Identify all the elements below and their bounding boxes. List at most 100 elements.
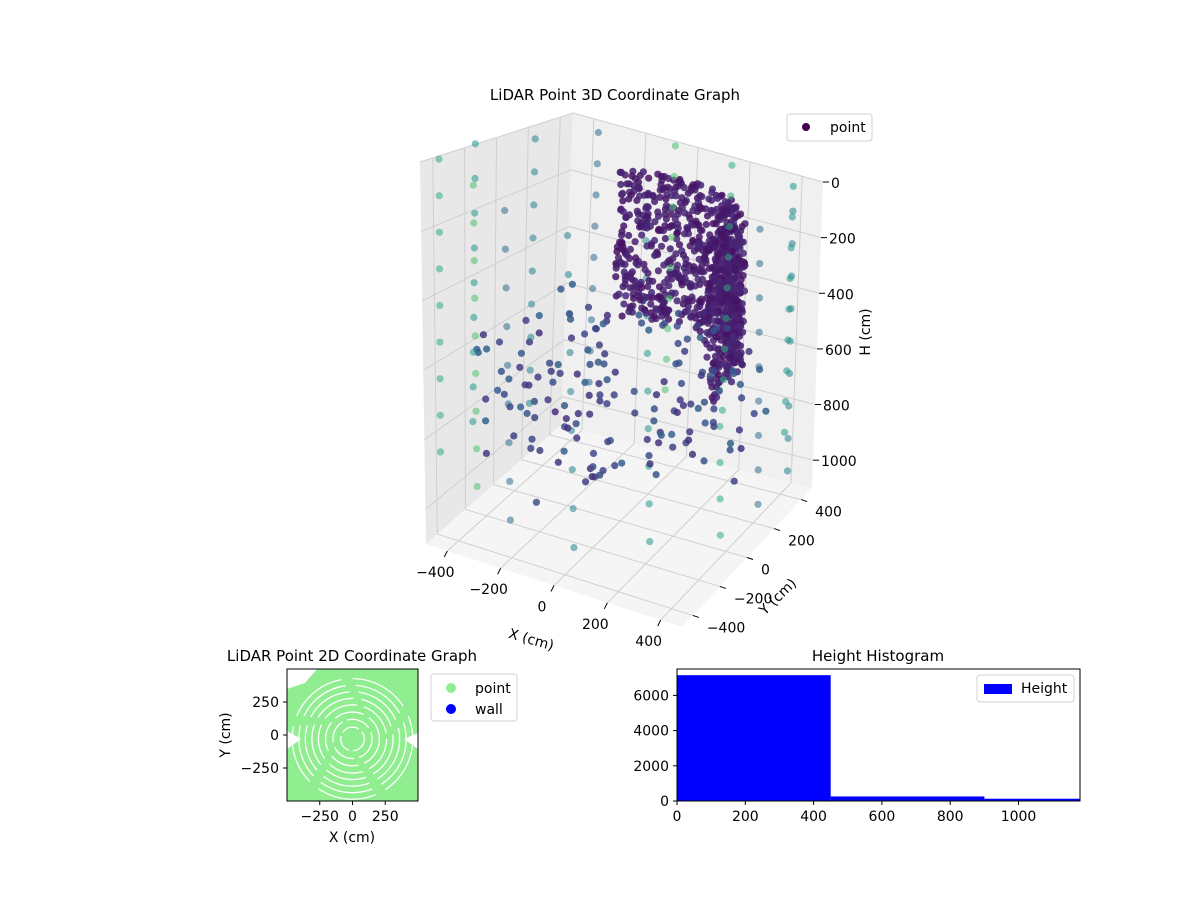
data-point-3d xyxy=(657,242,666,250)
data-point-3d xyxy=(669,203,677,211)
data-point-3d xyxy=(581,330,589,338)
data-point-3d xyxy=(721,345,729,353)
histogram-bar xyxy=(830,796,985,801)
x-tick-3d xyxy=(497,567,502,575)
data-point-3d xyxy=(436,338,444,346)
data-point-3d xyxy=(659,299,668,307)
data-point-3d xyxy=(527,333,535,341)
data-point-3d xyxy=(709,207,717,215)
data-point-3d xyxy=(534,373,542,381)
data-point-3d xyxy=(736,322,744,330)
data-point-3d xyxy=(638,304,646,312)
data-point-3d xyxy=(566,349,574,357)
data-point-3d xyxy=(591,222,599,230)
data-point-3d xyxy=(620,222,628,230)
data-point-3d xyxy=(672,192,680,200)
chart-height-histogram: Height Histogram 0 200 400 600 800 1000 0 2000 4… xyxy=(633,647,1081,825)
grid-line xyxy=(549,434,802,501)
data-point-3d xyxy=(620,300,628,308)
grid-line xyxy=(493,484,748,558)
chart-2d-scatter: LiDAR Point 2D Coordinate Graph −250 0 250… xyxy=(218,647,518,846)
x-tick-label-3d: 400 xyxy=(635,634,662,650)
data-point-3d xyxy=(673,297,681,305)
data-point-3d xyxy=(687,187,695,195)
data-point-3d xyxy=(595,380,603,388)
data-point-3d xyxy=(710,422,718,431)
data-point-3d xyxy=(585,378,593,386)
data-point-3d xyxy=(662,355,671,363)
data-point-3d xyxy=(756,365,764,374)
data-point-3d xyxy=(684,225,692,233)
data-point-3d xyxy=(544,396,552,404)
data-point-3d xyxy=(549,378,557,386)
data-point-3d xyxy=(667,210,675,218)
data-point-3d xyxy=(718,259,726,267)
x-tick-3d xyxy=(443,550,448,558)
data-point-3d xyxy=(618,231,626,239)
data-point-3d xyxy=(482,449,490,457)
pane-floor xyxy=(426,425,812,627)
data-point-3d xyxy=(654,267,663,275)
data-point-3d xyxy=(686,428,694,436)
data-point-3d xyxy=(649,277,657,285)
grid-line xyxy=(419,112,824,183)
data-point-3d xyxy=(754,500,762,508)
data-point-3d xyxy=(684,297,693,305)
data-point-3d xyxy=(716,531,724,539)
data-point-3d xyxy=(739,238,747,246)
data-point-3d xyxy=(735,332,744,340)
data-point-3d xyxy=(708,263,717,272)
data-point-3d xyxy=(622,292,630,300)
data-point-3d xyxy=(517,349,526,357)
y-tick-label-2d: 250 xyxy=(252,695,279,711)
data-point-3d xyxy=(716,459,724,467)
data-point-3d xyxy=(557,285,565,293)
data-point-3d xyxy=(750,410,758,418)
data-point-3d xyxy=(590,253,598,261)
data-point-3d xyxy=(560,402,569,410)
data-point-3d xyxy=(435,228,443,236)
data-point-3d xyxy=(720,352,728,361)
data-point-3d xyxy=(784,434,792,443)
data-point-3d xyxy=(734,286,743,294)
data-point-3d xyxy=(665,294,673,302)
data-point-3d xyxy=(714,212,722,220)
data-point-3d xyxy=(643,203,651,211)
data-point-3d xyxy=(643,435,651,444)
data-point-3d xyxy=(672,360,680,368)
data-point-3d xyxy=(573,370,581,378)
data-point-3d xyxy=(715,250,723,258)
data-point-3d xyxy=(692,217,700,225)
ring-gap xyxy=(340,726,365,752)
data-point-3d xyxy=(612,264,620,272)
data-point-3d xyxy=(728,306,736,315)
data-point-3d xyxy=(494,386,502,394)
data-point-3d xyxy=(782,397,790,406)
data-point-3d xyxy=(652,391,661,399)
data-point-3d xyxy=(470,244,478,252)
data-point-3d xyxy=(682,260,690,268)
y-tick-label-2d: 0 xyxy=(270,728,279,744)
y-tick-label-hist: 6000 xyxy=(633,688,669,704)
data-point-3d xyxy=(722,314,730,322)
data-point-3d xyxy=(567,388,575,396)
data-point-3d xyxy=(783,467,792,475)
data-point-3d xyxy=(738,300,746,308)
legend-2d: point wall xyxy=(430,673,518,722)
data-point-3d xyxy=(685,436,693,444)
grid-line xyxy=(493,137,497,485)
grid-line xyxy=(464,147,466,510)
data-point-3d xyxy=(728,235,736,243)
data-point-3d xyxy=(650,312,658,320)
x-tick-label-2d: 0 xyxy=(348,809,357,825)
data-point-3d xyxy=(626,304,634,313)
data-point-3d xyxy=(705,313,713,321)
data-point-3d xyxy=(600,360,608,368)
data-point-3d xyxy=(675,273,683,281)
data-point-3d xyxy=(506,477,514,485)
y-tick-3d xyxy=(801,499,808,503)
data-point-3d xyxy=(535,312,543,320)
data-point-3d xyxy=(698,193,706,201)
y-tick-3d xyxy=(692,614,699,618)
z-tick-label-3d: 200 xyxy=(829,232,856,248)
